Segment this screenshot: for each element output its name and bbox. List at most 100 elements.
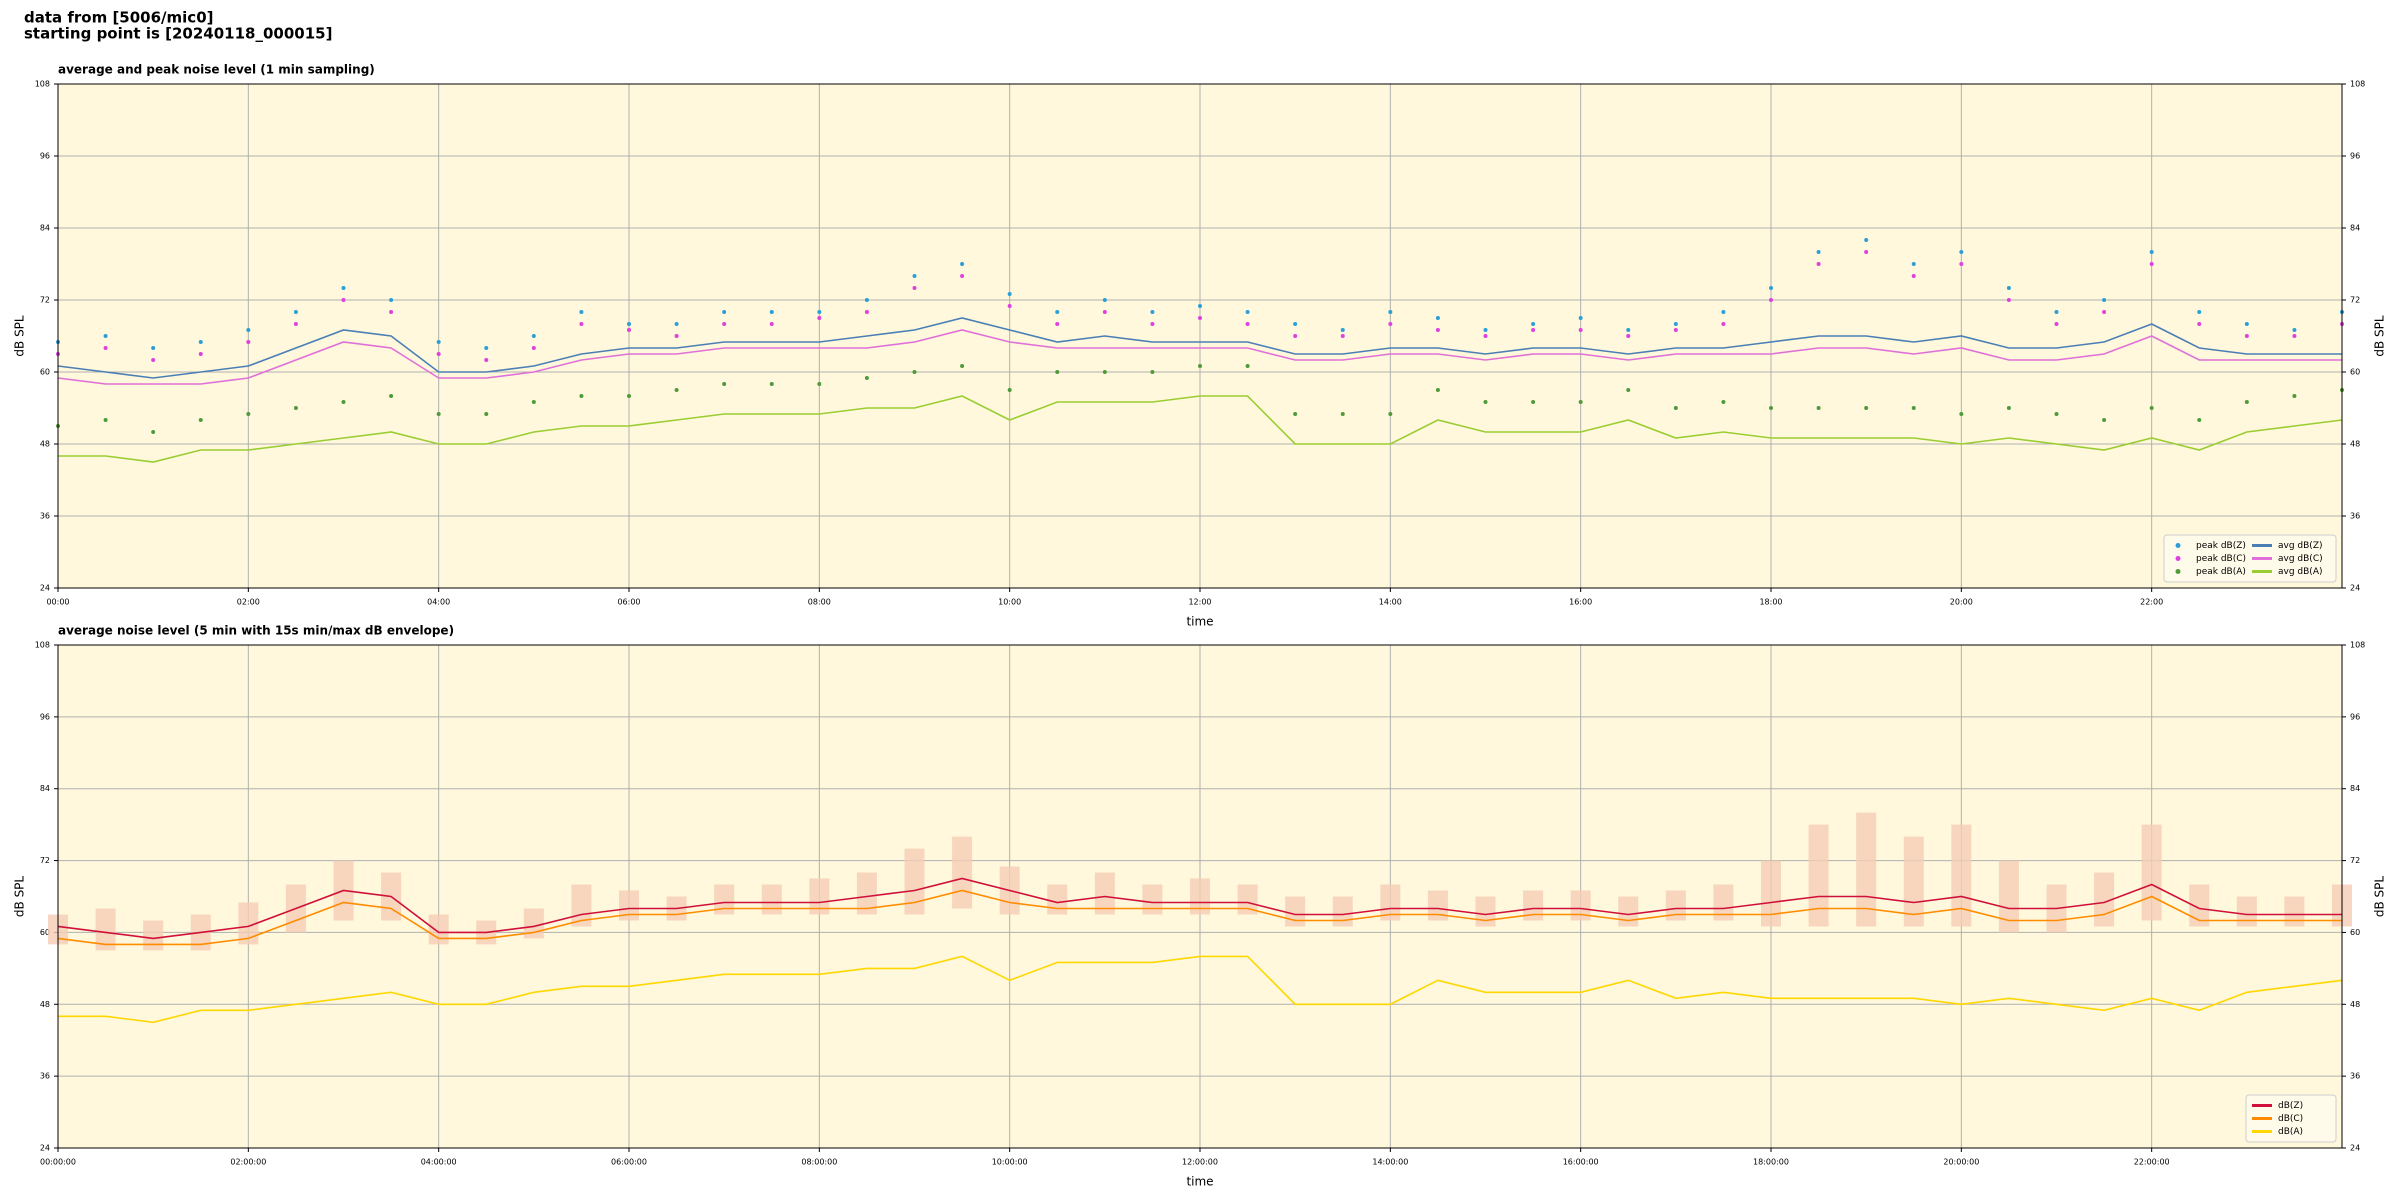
y-tick-label: 24 <box>40 584 50 593</box>
header-line: starting point is [20240118_000015] <box>24 25 332 43</box>
peak-dot <box>436 340 441 344</box>
peak-dot <box>103 346 108 350</box>
peak-dot <box>389 394 394 398</box>
peak-dot <box>769 310 774 314</box>
peak-dot <box>1673 328 1678 332</box>
plot-frame <box>57 83 2343 589</box>
peak-dot <box>1102 298 1107 302</box>
peak-dot <box>769 322 774 326</box>
series-line <box>58 395 2343 463</box>
peak-dot <box>2149 262 2154 266</box>
y2-tick-label: 96 <box>2350 712 2360 721</box>
peak-dot <box>1769 406 1773 410</box>
y-tick-label: 48 <box>40 440 50 449</box>
y2-tick-label: 84 <box>2350 224 2360 233</box>
peak-dot <box>579 322 584 326</box>
x-tick-label: 16:00:00 <box>1563 1158 1599 1167</box>
x-tick-label: 04:00 <box>427 598 450 607</box>
y-tick-label: 84 <box>40 784 50 793</box>
peak-dot <box>484 346 489 350</box>
peak-dot <box>1388 412 1393 416</box>
x-axis-label: time <box>1186 1175 1213 1189</box>
peak-dot <box>1911 406 1916 410</box>
y-tick-label: 72 <box>40 856 50 865</box>
x-tick-label: 08:00 <box>808 598 831 607</box>
peak-dot <box>960 364 965 368</box>
peak-dot <box>1959 250 1964 254</box>
legend-label: dB(C) <box>2278 1114 2303 1124</box>
legend-swatch <box>2175 556 2181 561</box>
y-axis-label: dB SPL <box>13 315 27 357</box>
peak-dot <box>531 334 536 338</box>
peak-dot <box>2006 286 2011 290</box>
y-tick-label: 36 <box>40 512 50 521</box>
peak-dot <box>817 382 822 386</box>
x-tick-label: 14:00:00 <box>1372 1158 1408 1167</box>
y-tick-label: 72 <box>40 296 50 305</box>
header-line: data from [5006/mic0] <box>24 9 214 27</box>
peak-dot <box>1531 400 1536 404</box>
peak-dot <box>722 310 727 314</box>
peak-dot <box>2149 250 2154 254</box>
x-tick-label: 16:00 <box>1569 598 1592 607</box>
peak-dot <box>769 382 774 386</box>
peak-dot <box>1388 310 1393 314</box>
legend-label: peak dB(A) <box>2196 567 2246 577</box>
peak-dot <box>1578 400 1583 404</box>
peak-dot <box>389 310 394 314</box>
peak-dot <box>1435 316 1440 320</box>
y2-tick-label: 24 <box>2350 584 2360 593</box>
peak-dot <box>103 418 108 422</box>
peak-dot <box>1245 322 1250 326</box>
y2-tick-label: 72 <box>2350 856 2360 865</box>
y-tick-label: 48 <box>40 1000 50 1009</box>
peak-dot <box>960 262 965 266</box>
x-tick-label: 20:00 <box>1950 598 1973 607</box>
peak-dot <box>1102 370 1107 374</box>
y-tick-label: 60 <box>40 368 50 377</box>
peak-dot <box>1102 310 1107 314</box>
legend-label: avg dB(C) <box>2278 554 2323 564</box>
peak-dot <box>817 316 822 320</box>
peak-dot <box>1150 370 1155 374</box>
x-axis-label: time <box>1186 615 1213 629</box>
peak-dot <box>151 358 156 362</box>
peak-dot <box>1340 334 1345 338</box>
peak-dot <box>627 322 631 326</box>
peak-dot <box>627 328 631 332</box>
peak-dot <box>817 310 822 314</box>
peak-dot <box>912 370 917 374</box>
peak-dot <box>579 310 584 314</box>
peak-dot <box>2102 310 2107 314</box>
legend-label: dB(Z) <box>2278 1101 2303 1111</box>
peak-dot <box>436 412 441 416</box>
peak-dot <box>1055 322 1060 326</box>
legend-swatch <box>2175 569 2181 574</box>
peak-dot <box>1055 370 1060 374</box>
peak-dot <box>2244 334 2249 338</box>
y2-tick-label: 36 <box>2350 512 2360 521</box>
y2-axis-label: dB SPL <box>2373 315 2387 357</box>
y2-tick-label: 36 <box>2350 1072 2360 1081</box>
x-tick-label: 10:00 <box>998 598 1021 607</box>
peak-dot <box>293 322 298 326</box>
peak-dot <box>1626 328 1631 332</box>
peak-dot <box>341 298 346 302</box>
y2-tick-label: 72 <box>2350 296 2360 305</box>
x-tick-label: 18:00 <box>1759 598 1782 607</box>
y2-tick-label: 48 <box>2350 1000 2360 1009</box>
peak-dot <box>1245 310 1250 314</box>
y2-tick-label: 60 <box>2350 368 2360 377</box>
peak-dot <box>1578 328 1583 332</box>
series-line <box>58 955 2343 1024</box>
peak-dot <box>246 340 251 344</box>
y2-tick-label: 48 <box>2350 440 2360 449</box>
peak-dot <box>2054 322 2059 326</box>
legend-label: avg dB(A) <box>2278 567 2322 577</box>
peak-dot <box>1435 328 1440 332</box>
peak-dot <box>1198 304 1202 308</box>
legend-label: dB(A) <box>2278 1127 2303 1137</box>
y2-tick-label: 60 <box>2350 928 2360 937</box>
peak-dot <box>2102 418 2107 422</box>
y-tick-label: 96 <box>40 152 50 161</box>
